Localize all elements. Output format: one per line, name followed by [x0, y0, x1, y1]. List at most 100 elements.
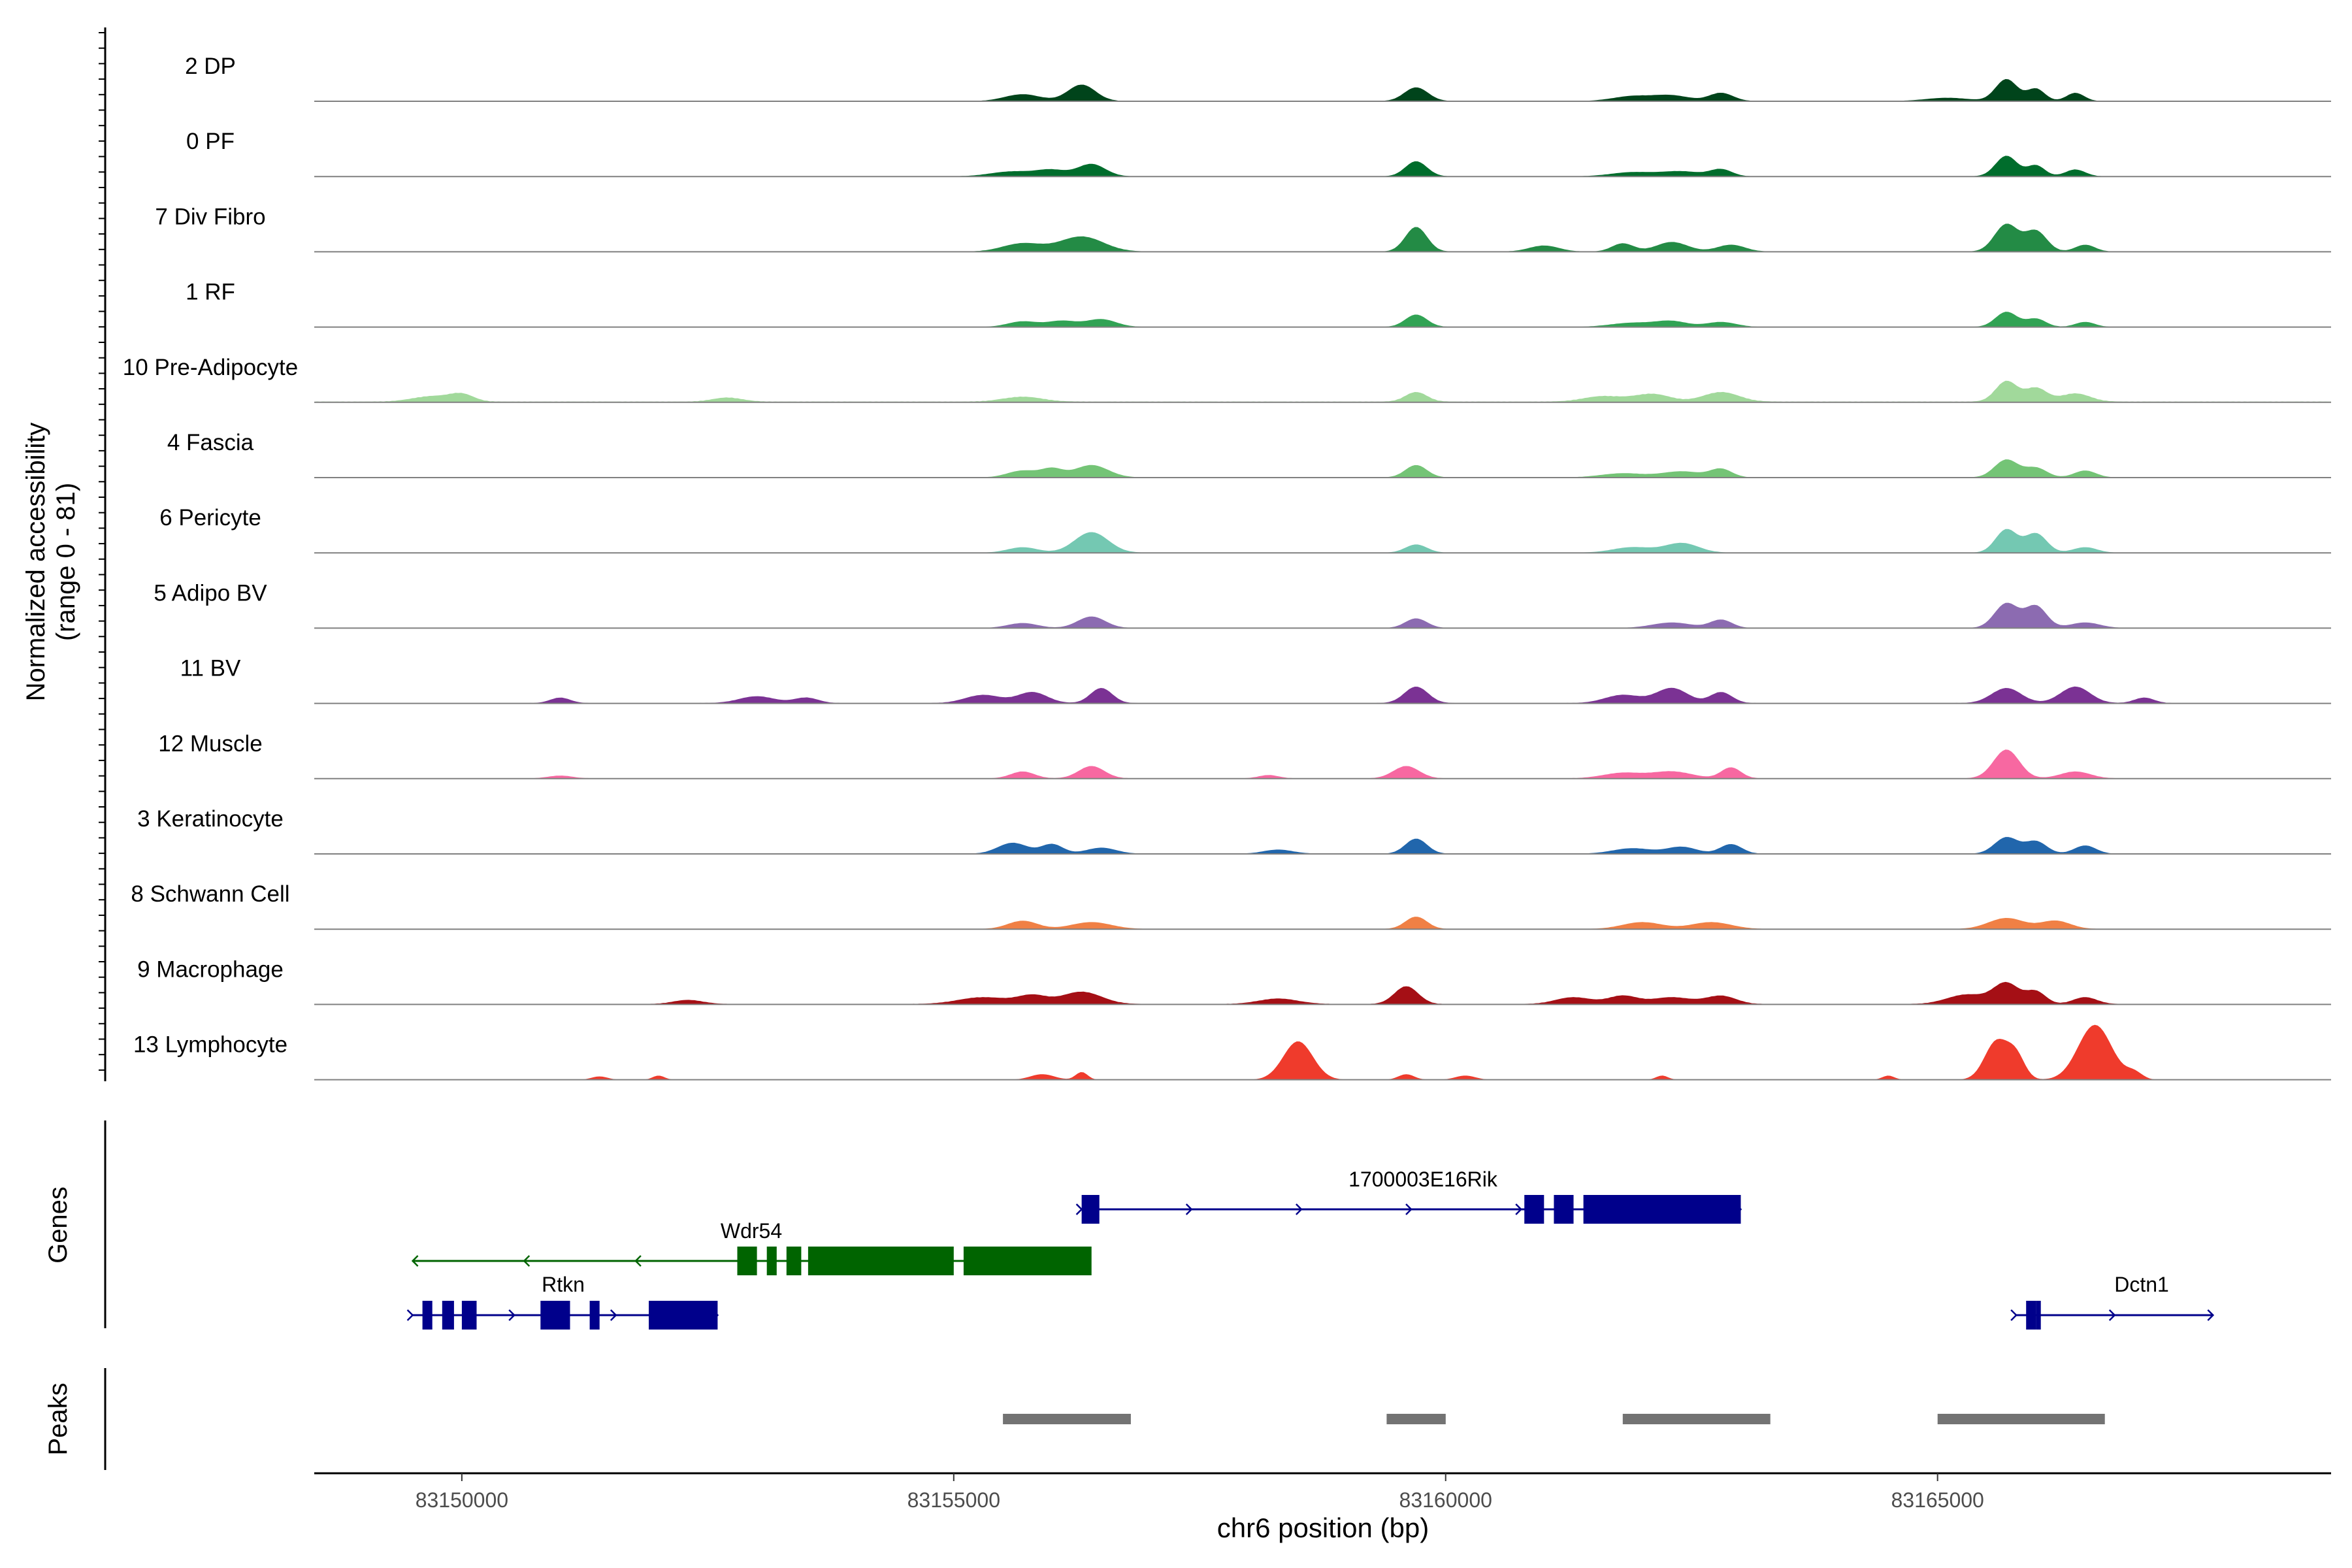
track-12: 8 Schwann Cell [131, 881, 2331, 930]
coverage-area [314, 837, 2331, 854]
coverage-area [314, 686, 2331, 704]
track-label: 3 Keratinocyte [137, 806, 284, 832]
strand-arrow [610, 1309, 617, 1321]
coverage-area [314, 602, 2331, 629]
track-10: 12 Muscle [158, 731, 2331, 779]
peak-region [1003, 1414, 1131, 1424]
peak-region [1386, 1414, 1446, 1424]
coverage-area [314, 380, 2331, 402]
strand-arrow [2108, 1309, 2116, 1321]
track-9: 11 BV [180, 656, 2331, 704]
gene-name-label: 1700003E16Rik [1348, 1168, 1498, 1191]
y-axis-label: Normalized accessibility (range 0 - 81) [22, 423, 80, 702]
track-2: 0 PF [186, 129, 2331, 178]
strand-arrow [411, 1255, 419, 1267]
coverage-area [314, 312, 2331, 327]
exon [461, 1301, 477, 1330]
exon [963, 1247, 1092, 1275]
x-tick-label: 83165000 [1891, 1488, 1984, 1512]
exon [540, 1301, 570, 1330]
gene-name-label: Wdr54 [721, 1219, 782, 1243]
coverage-area [314, 155, 2331, 177]
strand-arrow [523, 1255, 531, 1267]
coverage-area [314, 459, 2331, 478]
strand-arrow [1185, 1203, 1193, 1215]
track-label: 12 Muscle [158, 731, 263, 757]
x-tick-label: 83155000 [907, 1488, 1000, 1512]
track-label: 4 Fascia [167, 430, 254, 455]
y-axis-label-line1: Normalized accessibility [22, 423, 50, 702]
exon [589, 1301, 600, 1330]
gene-annotations: 1700003E16Rik Wdr54 Rtkn Dctn1 [406, 1168, 2215, 1330]
exon [737, 1247, 757, 1275]
gene-Rtkn: Rtkn [406, 1273, 719, 1330]
x-axis-label: chr6 position (bp) [1217, 1512, 1429, 1543]
track-label: 0 PF [186, 129, 235, 154]
track-label: 10 Pre-Adipocyte [123, 355, 298, 380]
strand-arrow [634, 1255, 642, 1267]
exon [766, 1247, 777, 1275]
coverage-area [314, 79, 2331, 101]
track-label: 8 Schwann Cell [131, 881, 289, 907]
strand-arrow [1515, 1203, 1522, 1215]
exon [786, 1247, 802, 1275]
track-label: 9 Macrophage [137, 956, 284, 982]
peak-regions [1003, 1414, 2105, 1424]
strand-arrow [2010, 1309, 2017, 1321]
exon [1583, 1195, 1741, 1224]
track-3: 7 Div Fibro [155, 204, 2331, 253]
track-6: 4 Fascia [167, 430, 2331, 478]
strand-arrow [508, 1309, 515, 1321]
x-axis-ticks: 83150000 83155000 83160000 83165000 [416, 1473, 1984, 1512]
exon [1554, 1195, 1574, 1224]
coverage-area [314, 1024, 2331, 1080]
strand-arrow [1075, 1203, 1083, 1215]
peaks-panel-label: Peaks [44, 1382, 73, 1455]
exon [2026, 1301, 2036, 1330]
exon [1081, 1195, 1100, 1224]
track-8: 5 Adipo BV [154, 580, 2331, 629]
gene-Dctn1: Dctn1 [2010, 1273, 2215, 1330]
gene-name-label: Dctn1 [2114, 1273, 2169, 1296]
track-14: 13 Lymphocyte [133, 1024, 2331, 1081]
track-11: 3 Keratinocyte [137, 806, 2331, 855]
exon [1524, 1195, 1544, 1224]
x-tick-label: 83150000 [416, 1488, 508, 1512]
track-label: 6 Pericyte [159, 505, 261, 531]
coverage-tracks: 2 DP 0 PF 7 Div Fibro 1 RF 10 Pre-Adipocyte 4… [123, 54, 2331, 1081]
exon [649, 1301, 718, 1330]
gene-Wdr54: Wdr54 [411, 1219, 1092, 1275]
track-1: 2 DP [185, 54, 2331, 102]
exon [422, 1301, 433, 1330]
track-label: 2 DP [185, 54, 236, 79]
track-label: 1 RF [186, 280, 235, 305]
coverage-area [314, 749, 2331, 779]
track-label: 5 Adipo BV [154, 580, 267, 606]
exon [2036, 1301, 2041, 1330]
gene-1700003E16Rik: 1700003E16Rik [1075, 1168, 1742, 1224]
gene-name-label: Rtkn [542, 1273, 585, 1296]
genes-panel-label: Genes [44, 1186, 73, 1264]
peak-region [1937, 1414, 2105, 1424]
coverage-area [314, 223, 2331, 252]
strand-arrow [2207, 1309, 2215, 1321]
track-label: 13 Lymphocyte [133, 1032, 287, 1058]
y-axis-label-line2: (range 0 - 81) [52, 483, 80, 641]
coverage-area [314, 981, 2331, 1005]
strand-arrow [1405, 1203, 1413, 1215]
track-label: 7 Div Fibro [155, 204, 265, 229]
track-5: 10 Pre-Adipocyte [123, 355, 2331, 403]
strand-arrow [406, 1309, 414, 1321]
track-7: 6 Pericyte [159, 505, 2331, 554]
coverage-area [314, 529, 2331, 553]
track-13: 9 Macrophage [137, 956, 2331, 1005]
track-label: 11 BV [180, 656, 241, 681]
track-4: 1 RF [186, 280, 2331, 328]
x-tick-label: 83160000 [1399, 1488, 1492, 1512]
exon [442, 1301, 454, 1330]
exon [808, 1247, 954, 1275]
coverage-area [314, 917, 2331, 930]
y-axis [99, 27, 106, 1081]
strand-arrow [1295, 1203, 1303, 1215]
